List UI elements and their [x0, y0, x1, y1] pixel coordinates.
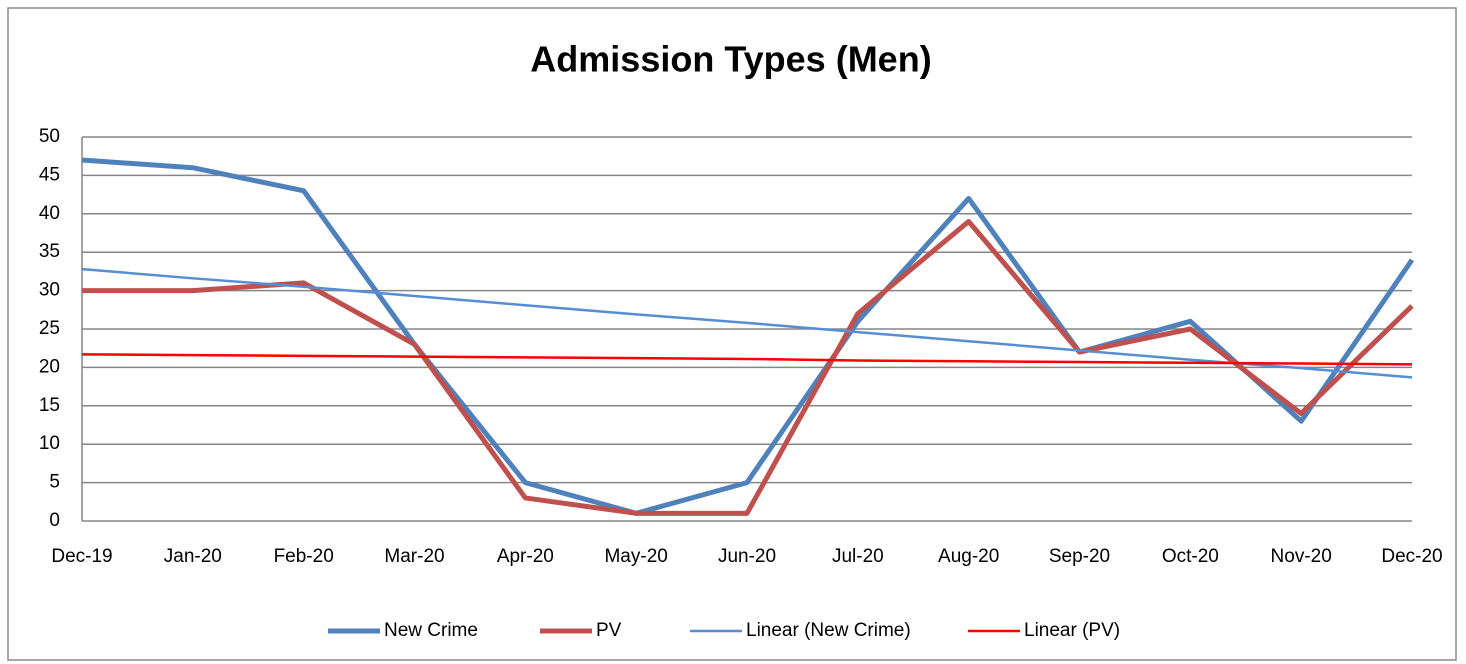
y-tick-label: 25 — [39, 318, 60, 339]
x-tick-label: Sep-20 — [1049, 546, 1110, 567]
series-line — [81, 353, 1413, 366]
x-tick-label: Aug-20 — [938, 546, 999, 567]
x-tick-label: May-20 — [604, 546, 667, 567]
x-tick-label: Jul-20 — [832, 546, 884, 567]
chart-title: Admission Types (Men) — [530, 39, 931, 80]
x-tick-label: Nov-20 — [1271, 546, 1332, 567]
legend-label: Linear (PV) — [1024, 620, 1120, 641]
x-tick-label: Jun-20 — [718, 546, 776, 567]
y-tick-label: 10 — [39, 433, 60, 454]
x-tick-label: Feb-20 — [274, 546, 334, 567]
y-tick-label: 30 — [39, 280, 60, 301]
y-tick-label: 5 — [49, 472, 60, 493]
y-tick-label: 50 — [39, 126, 60, 147]
x-tick-label: Dec-20 — [1381, 546, 1442, 567]
y-tick-label: 15 — [39, 395, 60, 416]
x-tick-label: Mar-20 — [384, 546, 444, 567]
y-tick-label: 40 — [39, 203, 60, 224]
chart-border — [7, 7, 1457, 661]
legend-label: New Crime — [384, 620, 478, 641]
series-line — [81, 157, 1415, 516]
x-tick-label: Apr-20 — [497, 546, 554, 567]
x-tick-label: Jan-20 — [164, 546, 222, 567]
legend-label: PV — [596, 620, 622, 641]
y-tick-label: 20 — [39, 356, 60, 377]
series-line — [82, 218, 1414, 516]
y-tick-label: 35 — [39, 241, 60, 262]
y-tick-label: 0 — [49, 510, 60, 531]
x-tick-label: Oct-20 — [1162, 546, 1219, 567]
legend-label: Linear (New Crime) — [746, 620, 911, 641]
series-line — [81, 267, 1413, 379]
x-tick-label: Dec-19 — [51, 546, 112, 567]
y-tick-label: 45 — [39, 164, 60, 185]
